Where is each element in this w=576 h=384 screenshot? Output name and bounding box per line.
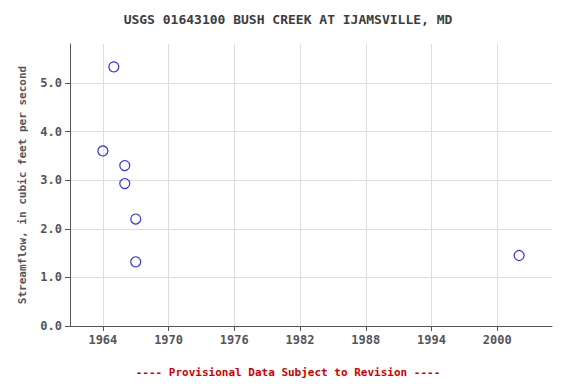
svg-text:1.0: 1.0 (40, 270, 62, 284)
svg-text:USGS 01643100 BUSH CREEK AT IJ: USGS 01643100 BUSH CREEK AT IJAMSVILLE, … (124, 12, 453, 27)
svg-text:---- Provisional Data Subject: ---- Provisional Data Subject to Revisio… (136, 366, 441, 379)
svg-text:0.0: 0.0 (40, 319, 62, 333)
svg-text:1976: 1976 (220, 333, 249, 347)
svg-text:3.0: 3.0 (40, 173, 62, 187)
svg-text:1970: 1970 (154, 333, 183, 347)
svg-text:2000: 2000 (483, 333, 512, 347)
svg-text:1982: 1982 (286, 333, 315, 347)
svg-text:5.0: 5.0 (40, 76, 62, 90)
svg-text:1964: 1964 (88, 333, 117, 347)
svg-text:4.0: 4.0 (40, 125, 62, 139)
svg-text:1988: 1988 (351, 333, 380, 347)
svg-text:1994: 1994 (417, 333, 446, 347)
svg-text:2.0: 2.0 (40, 222, 62, 236)
svg-text:Streamflow, in cubic feet per: Streamflow, in cubic feet per second (16, 66, 29, 304)
